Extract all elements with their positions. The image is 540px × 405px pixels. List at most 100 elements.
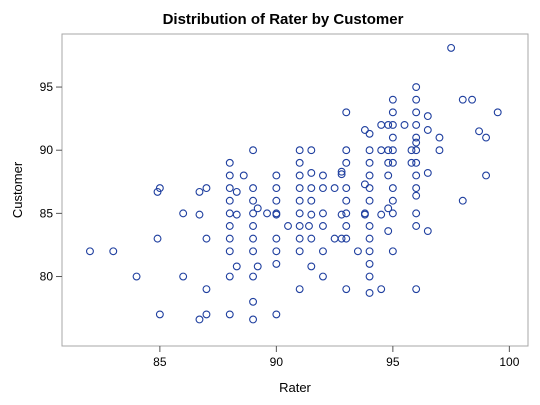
data-point bbox=[249, 222, 258, 230]
data-point bbox=[493, 108, 502, 117]
data-point bbox=[330, 184, 339, 193]
data-point bbox=[284, 222, 292, 230]
data-point bbox=[319, 247, 327, 256]
data-point bbox=[407, 146, 416, 155]
data-point bbox=[384, 171, 393, 180]
data-point bbox=[365, 158, 374, 167]
data-point bbox=[307, 146, 316, 155]
data-point bbox=[249, 272, 258, 281]
data-point bbox=[295, 247, 304, 256]
data-point bbox=[388, 158, 397, 167]
data-point bbox=[342, 209, 351, 218]
data-point bbox=[295, 234, 304, 243]
x-tick-label: 95 bbox=[386, 355, 400, 369]
data-point bbox=[388, 196, 397, 205]
data-point bbox=[295, 285, 304, 294]
data-point bbox=[249, 196, 258, 205]
data-point bbox=[458, 95, 467, 104]
data-point bbox=[249, 209, 258, 218]
data-point bbox=[195, 315, 204, 324]
data-point bbox=[249, 146, 258, 155]
data-point bbox=[407, 158, 416, 167]
data-point bbox=[337, 234, 346, 243]
data-point bbox=[412, 158, 421, 167]
data-point bbox=[179, 272, 188, 281]
data-point bbox=[295, 158, 304, 167]
data-point bbox=[337, 210, 346, 219]
data-point bbox=[384, 120, 393, 129]
y-tick-label: 90 bbox=[40, 143, 54, 157]
data-point bbox=[342, 285, 351, 294]
data-point bbox=[412, 120, 421, 129]
data-point bbox=[365, 234, 374, 243]
data-point bbox=[319, 222, 327, 230]
data-point bbox=[202, 184, 211, 193]
y-axis-label: Customer bbox=[10, 161, 25, 218]
data-point bbox=[384, 158, 393, 167]
data-point bbox=[272, 259, 281, 268]
data-point bbox=[342, 184, 351, 193]
data-point bbox=[225, 234, 234, 243]
y-tick-label: 85 bbox=[40, 206, 54, 220]
data-point bbox=[272, 234, 281, 243]
data-point bbox=[365, 129, 374, 138]
data-point bbox=[353, 247, 362, 256]
x-axis-label: Rater bbox=[279, 380, 311, 395]
data-point bbox=[295, 171, 304, 180]
data-point bbox=[225, 272, 234, 281]
data-point bbox=[482, 171, 491, 180]
data-point bbox=[337, 170, 346, 179]
data-point bbox=[272, 247, 281, 256]
data-point bbox=[423, 126, 432, 134]
data-point bbox=[307, 210, 316, 219]
data-point bbox=[295, 209, 304, 218]
data-point bbox=[272, 171, 281, 180]
data-point bbox=[365, 288, 374, 297]
data-point bbox=[225, 310, 234, 319]
data-point bbox=[253, 204, 262, 213]
data-point bbox=[384, 146, 393, 155]
y-tick-label: 80 bbox=[40, 270, 54, 284]
data-point bbox=[132, 272, 141, 281]
data-point bbox=[388, 120, 397, 129]
data-point bbox=[319, 209, 327, 218]
x-tick-label: 100 bbox=[499, 355, 519, 369]
data-point bbox=[319, 184, 327, 193]
data-point bbox=[458, 196, 467, 205]
data-point bbox=[295, 146, 304, 155]
data-point bbox=[384, 204, 393, 213]
data-point bbox=[179, 209, 188, 218]
data-point bbox=[388, 108, 397, 117]
data-point bbox=[249, 315, 258, 324]
data-point bbox=[202, 234, 211, 243]
data-point bbox=[435, 133, 444, 142]
data-point bbox=[249, 247, 258, 256]
data-point bbox=[109, 247, 118, 256]
data-point bbox=[153, 234, 162, 243]
data-point bbox=[319, 272, 327, 281]
data-point bbox=[482, 133, 491, 142]
data-point bbox=[155, 184, 164, 193]
data-point bbox=[447, 43, 456, 52]
data-point bbox=[475, 127, 484, 136]
data-point bbox=[360, 126, 369, 134]
data-point bbox=[388, 95, 397, 104]
data-point bbox=[423, 112, 432, 121]
data-point bbox=[225, 196, 234, 205]
data-point bbox=[249, 297, 258, 306]
data-point bbox=[365, 222, 374, 230]
data-point bbox=[195, 210, 204, 219]
data-point bbox=[412, 222, 421, 230]
data-point bbox=[232, 187, 241, 196]
data-point bbox=[412, 83, 421, 92]
data-points bbox=[86, 43, 502, 324]
data-point bbox=[400, 120, 409, 129]
data-point bbox=[337, 167, 346, 176]
data-point bbox=[423, 168, 432, 177]
data-point bbox=[365, 171, 374, 180]
data-point bbox=[307, 168, 316, 177]
x-tick-label: 90 bbox=[270, 355, 284, 369]
data-point bbox=[295, 222, 304, 230]
plot-area bbox=[61, 33, 529, 347]
